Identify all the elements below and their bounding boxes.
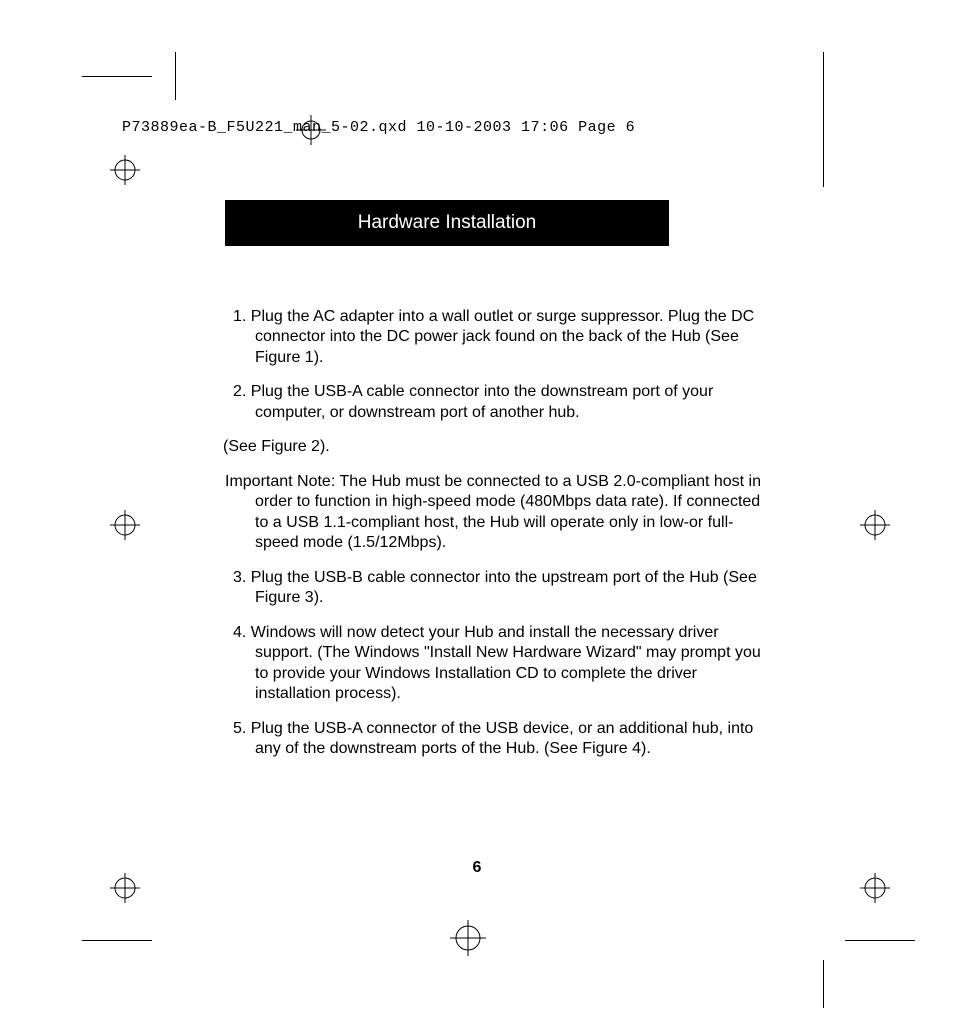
crop-mark: [82, 940, 152, 941]
page-number: 6: [0, 859, 954, 877]
file-header-text: P73889ea-B_F5U221_man_5-02.qxd 10-10-200…: [122, 119, 635, 136]
registration-mark-icon: [860, 510, 890, 540]
crop-mark: [175, 52, 176, 100]
see-figure-2: (See Figure 2).: [223, 437, 777, 457]
page-title: Hardware Installation: [225, 200, 669, 246]
note-label: Important Note: The Hub must be connecte…: [225, 473, 609, 490]
step-2: 2. Plug the USB-A cable connector into t…: [223, 382, 777, 423]
crop-mark: [823, 52, 824, 187]
crop-mark: [82, 76, 152, 77]
registration-mark-icon: [110, 873, 140, 903]
registration-mark-icon: [110, 510, 140, 540]
crop-mark: [845, 940, 915, 941]
step-5: 5. Plug the USB-A connector of the USB d…: [223, 719, 777, 760]
content-body: 1. Plug the AC adapter into a wall outle…: [223, 307, 777, 773]
step-1: 1. Plug the AC adapter into a wall outle…: [223, 307, 777, 368]
crop-mark: [823, 960, 824, 1008]
registration-mark-icon: [860, 873, 890, 903]
registration-mark-icon: [110, 155, 140, 185]
important-note: Important Note: The Hub must be connecte…: [223, 472, 777, 554]
registration-mark-icon: [450, 920, 486, 956]
step-3: 3. Plug the USB-B cable connector into t…: [223, 568, 777, 609]
step-4: 4. Windows will now detect your Hub and …: [223, 623, 777, 705]
